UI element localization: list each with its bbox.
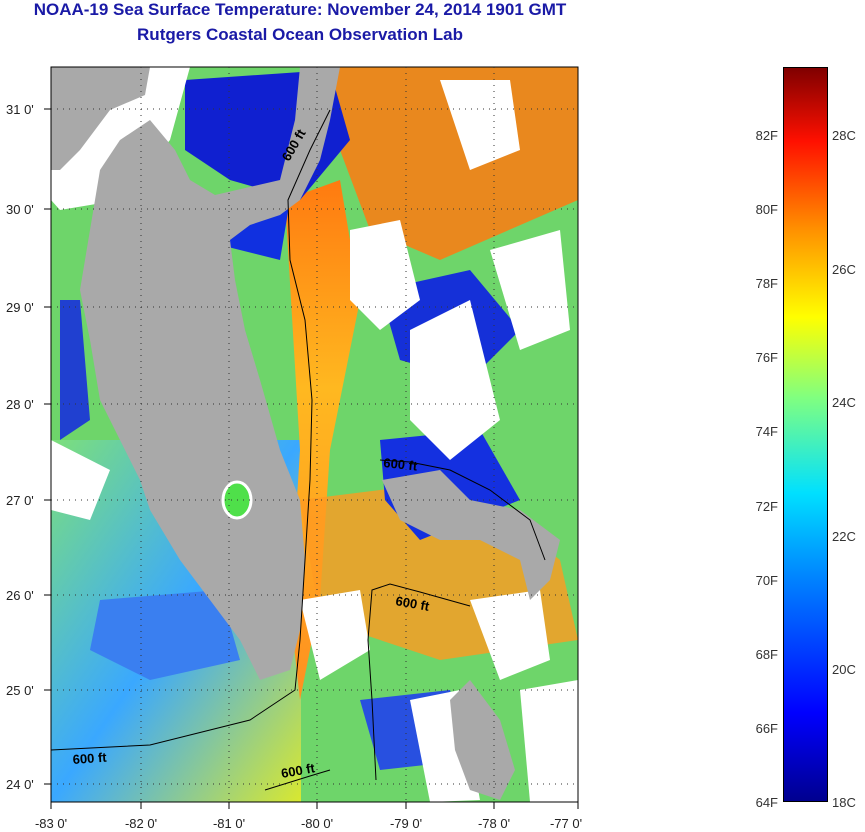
colorbar-label-f: 76F — [755, 350, 778, 365]
colorbar-label-f: 64F — [755, 795, 778, 810]
colorbar-label-c: 26C — [832, 262, 856, 277]
colorbar-label-c: 24C — [832, 395, 856, 410]
cold-patch-west — [60, 300, 90, 440]
contour-label: 600 ft — [383, 455, 419, 474]
contour-label: 600 ft — [72, 750, 108, 767]
lon-label: -79 0' — [389, 816, 423, 831]
panhandle-land — [51, 67, 150, 170]
ticks — [44, 108, 579, 809]
colorbar-label-c: 18C — [832, 795, 856, 810]
cloud — [410, 300, 500, 460]
colorbar-label-c: 28C — [832, 128, 856, 143]
cool-patch-gulf — [90, 590, 240, 680]
colorbar-label-f: 80F — [755, 202, 778, 217]
lat-label: 26 0' — [6, 588, 34, 603]
lat-label: 25 0' — [6, 683, 34, 698]
colorbar-label-c: 20C — [832, 662, 856, 677]
florida-land — [51, 67, 340, 680]
cloud — [350, 220, 420, 330]
cloud — [51, 440, 110, 520]
lat-label: 31 0' — [6, 102, 34, 117]
lat-label: 24 0' — [6, 777, 34, 792]
depth-contours — [50, 109, 546, 791]
cloud — [520, 680, 578, 802]
map-subtitle: Rutgers Coastal Ocean Observation Lab — [137, 25, 463, 44]
lon-label: -82 0' — [124, 816, 158, 831]
colorbar-label-c: 22C — [832, 529, 856, 544]
contour-label: 600 ft — [394, 593, 431, 614]
lon-label: -81 0' — [212, 816, 246, 831]
cloud — [490, 230, 570, 350]
colorbar-label-f: 74F — [755, 424, 778, 439]
contour-label: 600 ft — [280, 760, 317, 781]
colorbar-label-f: 70F — [755, 573, 778, 588]
lon-label: -78 0' — [477, 816, 511, 831]
colorbar-label-f: 66F — [755, 721, 778, 736]
andros-land — [450, 680, 515, 800]
lat-label: 28 0' — [6, 397, 34, 412]
bahamas-land — [382, 470, 560, 600]
colorbar-label-f: 78F — [755, 276, 778, 291]
lat-label: 29 0' — [6, 300, 34, 315]
lon-label: -83 0' — [34, 816, 68, 831]
lon-label: -77 0' — [549, 816, 583, 831]
cloud — [470, 590, 550, 680]
lon-label: -80 0' — [300, 816, 334, 831]
map-title: NOAA-19 Sea Surface Temperature: Novembe… — [33, 0, 567, 19]
map-frame — [50, 66, 579, 803]
colorbar-label-f: 68F — [755, 647, 778, 662]
graticule — [51, 67, 578, 802]
lat-label: 27 0' — [6, 493, 34, 508]
lat-label: 30 0' — [6, 202, 34, 217]
colorbar-label-f: 82F — [755, 128, 778, 143]
colorbar-label-f: 72F — [755, 499, 778, 514]
cloud — [440, 80, 520, 170]
temperature-colorbar — [783, 67, 828, 802]
cloud — [300, 590, 370, 680]
